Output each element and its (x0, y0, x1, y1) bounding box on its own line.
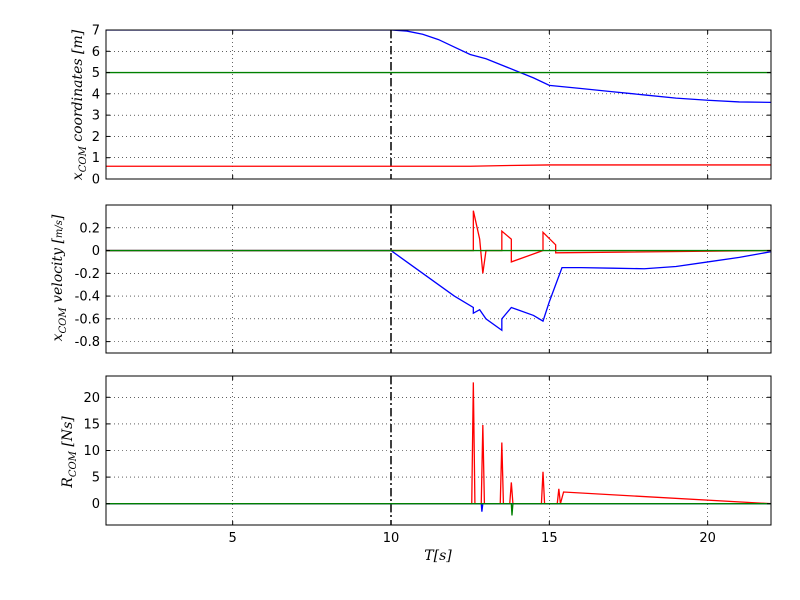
ylabel-velocity: xCOM velocity [m/s] (50, 214, 69, 341)
ytick-label: 20 (83, 391, 100, 406)
xtick-label: 5 (229, 531, 237, 546)
series-line-2 (106, 164, 771, 167)
ytick-label: 0 (92, 173, 100, 188)
series-line-2 (106, 503, 771, 516)
ytick-label: 0 (92, 497, 100, 512)
axes-frame (105, 29, 772, 180)
series-line-0 (106, 382, 771, 505)
plot-area-2: -0.8 -0.6 -0.4 -0.2 0 0.2 (75, 204, 772, 354)
xtick-label: 10 (383, 531, 400, 546)
ytick-label: 3 (92, 109, 100, 124)
series-group (106, 30, 771, 167)
series-group (106, 210, 771, 332)
ytick-label: 7 (92, 24, 100, 39)
ytick-label: 10 (83, 444, 100, 459)
ylabel-coordinates: xCOM coordinates [m] (70, 29, 89, 180)
panel-coordinates: 0 1 2 3 4 5 6 7 xCOM coordinates [m] (70, 24, 772, 188)
ytick-label: 4 (92, 87, 100, 102)
panel-velocity: -0.8 -0.6 -0.4 -0.2 0 0.2 xCOM velocity [m/s] (50, 204, 772, 354)
series-line-0 (106, 30, 771, 104)
plot-area-1: 0 1 2 3 4 5 6 7 (92, 24, 772, 188)
ytick-label: 0.2 (79, 221, 100, 236)
panel-reaction: 0 5 10 15 20 5 10 15 20 RCOM [Ns] T[s] (60, 375, 772, 564)
ytick-label: 6 (92, 45, 100, 60)
xlabel-time: T[s] (424, 548, 452, 564)
ytick-label: 5 (92, 66, 100, 81)
ytick-label: -0.8 (75, 335, 100, 350)
ytick-label: -0.6 (75, 312, 100, 327)
ytick-label: 2 (92, 130, 100, 145)
series-group (106, 382, 771, 516)
ytick-label: 5 (92, 471, 100, 486)
ytick-label: -0.4 (75, 290, 100, 305)
ylabel-reaction: RCOM [Ns] (60, 416, 79, 489)
axes-frame (105, 204, 772, 354)
ytick-label: 0 (92, 244, 100, 259)
series-line-1 (106, 503, 771, 512)
series-line-1 (106, 210, 771, 274)
ytick-label: -0.2 (75, 267, 100, 282)
ytick-label: 15 (83, 417, 100, 432)
xtick-label: 15 (541, 531, 558, 546)
series-line-0 (106, 249, 771, 332)
xtick-label: 20 (699, 531, 716, 546)
ytick-label: 1 (92, 151, 100, 166)
plot-area-3: 0 5 10 15 20 5 10 15 20 (83, 375, 772, 546)
